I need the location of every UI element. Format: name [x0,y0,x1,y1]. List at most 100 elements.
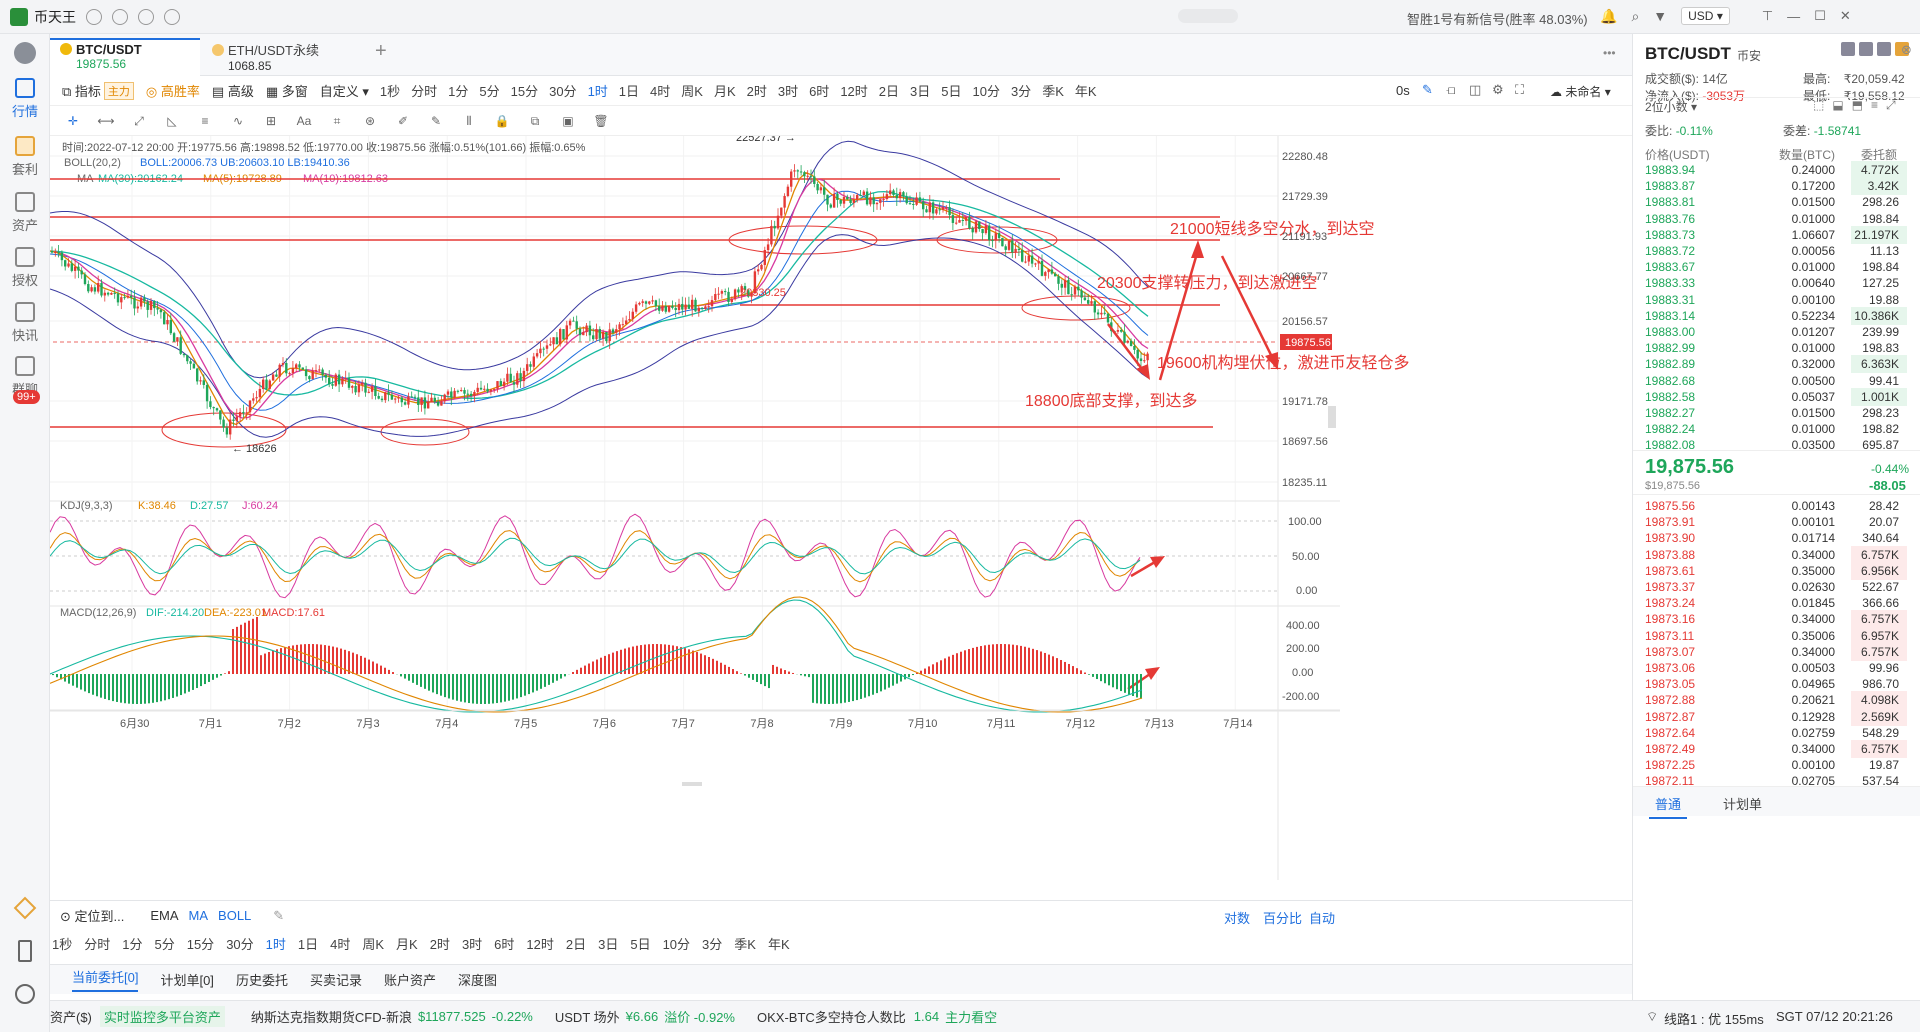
orderbook-row[interactable]: 19882.08 0.03500 695.87 [1633,435,1920,450]
order-tab-4[interactable]: 账户资产 [383,973,436,988]
orderbook-row[interactable]: 19873.11 0.35006 6.957K [1633,626,1920,646]
price-axis[interactable]: 22280.48 21729.39 21191.93 20667.77 20156.57… [1282,151,1328,489]
trendline-icon[interactable]: ⤢ [134,113,144,128]
order-tab-1[interactable]: 计划单[0] [160,973,214,988]
orderbook-row[interactable]: 19883.94 0.24000 4.772K [1633,160,1920,180]
close-icon[interactable]: ✕ [1839,8,1851,23]
signal-notice[interactable]: 智胜1号有新信号(胜率 48.03%) [1407,12,1588,27]
check-icon[interactable] [138,8,154,25]
log-toggle[interactable]: 对数 [1224,911,1251,926]
orderbook-row[interactable]: 19873.90 0.01714 340.64 [1633,528,1920,548]
ema-toggle[interactable]: EMA [150,908,179,923]
order-tab-2[interactable]: 历史委托 [235,973,288,988]
diamond-icon[interactable] [0,896,50,920]
timeframe-bottom-14[interactable]: 12时 [526,936,554,952]
timeframe-bottom-15[interactable]: 2日 [565,936,587,952]
bars-icon[interactable]: ⫴ [466,113,472,128]
orderbook-row[interactable]: 19873.61 0.35000 6.956K [1633,561,1920,581]
timeframe-bottom-10[interactable]: 月K [396,936,418,952]
arrow-up[interactable] [1127,672,1151,691]
nav-market[interactable]: 行情 [0,78,50,120]
orderbook-row[interactable]: 19883.73 1.06607 21.197K [1633,225,1920,245]
timeframe-bottom-6[interactable]: 1时 [265,936,286,952]
timeframe-bottom-18[interactable]: 10分 [662,936,691,952]
orderbook-row[interactable]: 19883.81 0.01500 298.26 [1633,192,1920,212]
add-tab-button[interactable]: + [375,40,387,62]
timeframe-14[interactable]: 12时 [840,84,868,99]
settings-icon[interactable] [1841,42,1855,56]
orderbook-row[interactable]: 19882.27 0.01500 298.23 [1633,403,1920,423]
annotation[interactable]: 21000短线多空分水，到达空 [1170,220,1375,238]
timeframe-9[interactable]: 周K [681,84,703,99]
phone-icon[interactable] [0,940,50,962]
timeframe-bottom-20[interactable]: 季K [734,936,756,952]
nav-news[interactable]: 快讯 [0,302,50,344]
multi-window-button[interactable]: ▦ 多窗 [265,84,308,99]
timeframe-18[interactable]: 10分 [972,84,1000,99]
orderbook-row[interactable]: 19873.91 0.00101 20.07 [1633,512,1920,532]
gear-icon[interactable]: ⚙ [1492,82,1504,97]
timeframe-bottom-9[interactable]: 周K [362,936,385,952]
image-icon[interactable]: ▣ [562,113,574,128]
timeframe-bottom-2[interactable]: 1分 [122,936,143,952]
orderbook-row[interactable]: 19882.68 0.00500 99.41 [1633,371,1920,391]
help-icon[interactable] [0,984,50,1004]
orderbook-row[interactable]: 19873.88 0.34000 6.757K [1633,545,1920,565]
shirt-icon[interactable]: ▼ [1653,8,1668,24]
timeframe-bottom-3[interactable]: 5分 [154,936,175,952]
orderbook-row[interactable]: 19882.89 0.32000 6.363K [1633,354,1920,374]
pin-icon[interactable]: ⊤ [1761,8,1774,23]
timeframe-bottom-13[interactable]: 6时 [494,936,515,952]
gift-icon[interactable] [1859,42,1873,56]
phone-icon[interactable] [164,8,180,25]
orderbook-row[interactable]: 19872.49 0.34000 6.757K [1633,739,1920,759]
hline-icon[interactable]: ⟷ [97,113,115,128]
timeframe-bottom-5[interactable]: 30分 [226,936,254,952]
tab-btcusdt[interactable]: BTC/USDT 19875.56 [50,38,200,76]
decimal-select[interactable]: 2位小数 ▾ [1645,100,1698,114]
channel-icon[interactable]: ≡ [201,113,209,128]
timeframe-bottom-0[interactable]: 1秒 [52,936,73,952]
order-tab-5[interactable]: 深度图 [457,973,497,988]
camera-icon[interactable]: ◫ [1469,82,1482,97]
monitor-link[interactable]: 实时监控多平台资产 [99,1006,225,1027]
orderbook-row[interactable]: 19882.99 0.01000 198.83 [1633,338,1920,358]
annotation[interactable]: 18800底部支撑，到达多 [1025,392,1198,410]
timeframe-6[interactable]: 1时 [587,84,608,99]
copy-icon[interactable]: ⧉ [530,113,540,128]
order-tab-3[interactable]: 买卖记录 [309,973,362,988]
nav-auth[interactable]: 授权 [0,247,50,289]
brush-icon[interactable]: ✐ [397,113,409,128]
view-asks-icon[interactable]: ⬒ [1851,98,1864,112]
maximize-icon[interactable]: ☐ [1814,8,1826,23]
delete-icon[interactable]: 🗑 [593,113,609,128]
orderbook-row[interactable]: 19883.33 0.00640 127.25 [1633,273,1920,293]
orderbook-row[interactable]: 19872.88 0.20621 4.098K [1633,690,1920,710]
arrow-down[interactable] [1220,255,1276,362]
timeframe-bottom-11[interactable]: 2时 [429,936,450,952]
timeframe-20[interactable]: 季K [1042,84,1064,99]
main-chart[interactable]: 时间:2022-07-12 20:00 开:19775.56 高:19898.5… [50,136,1632,900]
timeframe-21[interactable]: 年K [1074,84,1097,99]
screenshot-icon[interactable]: ⟤ [1446,82,1456,97]
percent-toggle[interactable]: 百分比 [1263,911,1303,926]
orderbook-row[interactable]: 19872.64 0.02759 548.29 [1633,723,1920,743]
timeframe-bottom-21[interactable]: 年K [767,936,790,952]
timeframe-1[interactable]: 分时 [411,84,438,99]
grid-icon[interactable] [1877,42,1891,56]
timeframe-12[interactable]: 3时 [777,84,799,99]
annotation[interactable]: 20300支撑转压力，到达激进空 [1097,274,1318,292]
minimize-icon[interactable]: — [1787,8,1801,24]
view-both-icon[interactable]: ⬚ [1813,98,1825,112]
orderbook-row[interactable]: 19883.00 0.01207 239.99 [1633,322,1920,342]
wave-icon[interactable]: ∿ [232,113,244,128]
orderbook-row[interactable]: 19883.72 0.00056 11.13 [1633,241,1920,261]
custom-select[interactable]: 自定义 ▾ [319,84,369,99]
orderbook-row[interactable]: 19872.25 0.00100 19.87 [1633,755,1920,775]
bottom-collapse-handle[interactable] [682,782,702,786]
boll-toggle[interactable]: BOLL [218,908,252,923]
advanced-button[interactable]: ▤ 高级 [211,84,254,99]
orderbook-row[interactable]: 19873.06 0.00503 99.96 [1633,658,1920,678]
orderbook-row[interactable]: 19873.07 0.34000 6.757K [1633,642,1920,662]
locate-button[interactable]: ⊙ 定位到... [60,909,125,924]
